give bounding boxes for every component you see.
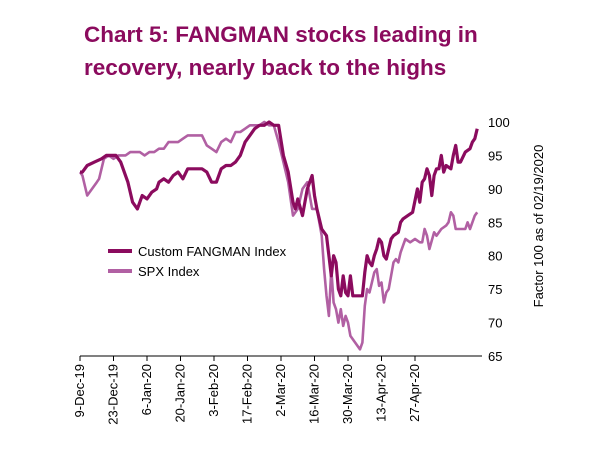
y-tick-label: 75	[488, 282, 502, 297]
x-tick-label: 2-Mar-20	[273, 364, 288, 417]
x-tick-label: 23-Dec-19	[106, 364, 121, 425]
x-tick-labels: 9-Dec-19 23-Dec-19 6-Jan-20 20-Jan-20 3-Feb-…	[72, 364, 422, 425]
x-tick-label: 17-Feb-20	[240, 364, 255, 424]
x-tick-label: 20-Jan-20	[173, 364, 188, 423]
x-tick-label: 3-Feb-20	[206, 364, 221, 417]
x-tick-label: 16-Mar-20	[307, 364, 322, 424]
y-tick-label: 100	[488, 115, 510, 130]
y-tick-label: 80	[488, 249, 502, 264]
x-tick-label: 27-Apr-20	[407, 364, 422, 422]
y-tick-label: 85	[488, 215, 502, 230]
x-tick-label: 9-Dec-19	[72, 364, 87, 417]
y-tick-label: 95	[488, 148, 502, 163]
chart-title: Chart 5: FANGMAN stocks leading in recov…	[84, 22, 478, 80]
y-tick-label: 90	[488, 182, 502, 197]
plot-area	[78, 120, 479, 351]
series-line-spx	[78, 120, 479, 351]
x-tick-label: 13-Apr-20	[374, 364, 389, 422]
legend-label-spx: SPX Index	[138, 264, 200, 279]
y-axis-title: Factor 100 as of 02/19/2020	[531, 145, 546, 308]
series-line-fangman	[80, 120, 479, 298]
axes	[79, 355, 482, 361]
legend: Custom FANGMAN Index SPX Index	[108, 244, 287, 279]
x-tick-label: 6-Jan-20	[139, 364, 154, 415]
x-tick-label: 30-Mar-20	[340, 364, 355, 424]
legend-label-fangman: Custom FANGMAN Index	[138, 244, 287, 259]
y-tick-label: 65	[488, 349, 502, 364]
y-tick-labels: 65 70 75 80 85 90 95 100	[488, 115, 510, 364]
y-tick-label: 70	[488, 316, 502, 331]
